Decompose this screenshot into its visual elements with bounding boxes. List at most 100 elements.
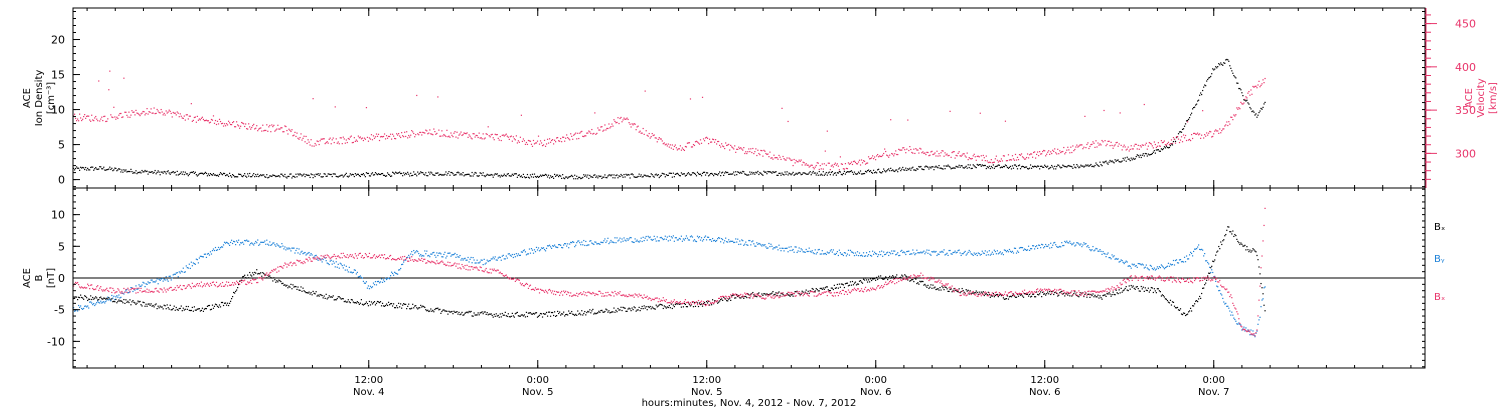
- velocity-point: [1080, 144, 1082, 146]
- bx-point: [411, 307, 413, 309]
- velocity-point: [599, 129, 601, 131]
- by-point: [1097, 250, 1099, 252]
- ion-density-point: [1189, 114, 1192, 116]
- velocity-point: [238, 125, 240, 127]
- bx-point: [140, 304, 142, 306]
- ion-density-point: [139, 171, 141, 173]
- ion-density-point: [797, 172, 799, 174]
- ion-density-point: [1027, 168, 1030, 170]
- bx-point: [278, 279, 280, 281]
- bz-point: [189, 285, 191, 288]
- ion-density-point: [401, 172, 403, 175]
- ion-density-point: [736, 174, 738, 176]
- ion-density-point: [441, 174, 443, 176]
- ion-density-point: [1061, 166, 1063, 169]
- bx-point: [531, 313, 534, 315]
- bx-point: [779, 295, 781, 297]
- by-point: [363, 282, 366, 284]
- bx-point: [580, 314, 582, 316]
- velocity-point: [357, 135, 359, 137]
- ion-density-point: [862, 173, 865, 175]
- bx-point: [710, 304, 713, 306]
- by-point: [290, 250, 292, 252]
- bx-point: [1101, 298, 1103, 300]
- ion-density-point: [153, 171, 155, 174]
- ion-density-point: [574, 174, 576, 176]
- bx-point: [262, 272, 264, 274]
- ion-density-point: [963, 167, 965, 169]
- ion-density-point: [702, 171, 705, 173]
- by-point: [651, 239, 653, 241]
- by-point: [1244, 330, 1246, 332]
- bx-point: [970, 293, 972, 295]
- ion-density-point: [163, 170, 165, 173]
- ion-density-point: [589, 174, 591, 177]
- velocity-point: [889, 154, 891, 156]
- velocity-point: [263, 130, 265, 132]
- by-point: [239, 244, 241, 246]
- bx-point: [1027, 295, 1030, 297]
- ion-density-point: [1166, 146, 1169, 149]
- bz-point: [102, 290, 104, 292]
- ion-density-point: [819, 174, 821, 176]
- ion-density-point: [747, 174, 749, 176]
- by-point: [547, 245, 550, 247]
- bx-point: [908, 276, 910, 278]
- by-point: [524, 251, 527, 253]
- bx-point: [962, 289, 964, 292]
- by-point: [984, 250, 986, 252]
- velocity-point: [173, 112, 175, 114]
- ion-density-point: [169, 173, 171, 175]
- velocity-point: [144, 114, 146, 116]
- velocity-point: [574, 133, 576, 135]
- by-point: [647, 235, 649, 237]
- bz-point: [156, 290, 158, 292]
- by-point: [1079, 244, 1081, 246]
- velocity-point: [763, 149, 765, 151]
- ion-density-point: [852, 173, 855, 175]
- by-point: [863, 255, 866, 257]
- by-point: [469, 258, 471, 260]
- velocity-point: [1187, 139, 1190, 141]
- velocity-point: [1247, 92, 1249, 94]
- bx-point: [458, 311, 460, 314]
- ion-density-point: [194, 171, 196, 173]
- velocity-point: [349, 136, 351, 138]
- by-point: [254, 242, 256, 244]
- velocity-point: [1168, 143, 1171, 146]
- velocity-point: [613, 119, 615, 121]
- bx-point: [156, 308, 158, 310]
- velocity-point: [560, 137, 562, 140]
- bx-point: [517, 315, 519, 317]
- bx-point: [1240, 242, 1242, 244]
- ion-density-point: [808, 172, 810, 174]
- bx-point: [200, 309, 202, 312]
- velocity-point: [213, 122, 216, 124]
- ion-density-point: [499, 176, 501, 178]
- velocity-point: [198, 118, 200, 120]
- ion-density-point: [117, 169, 119, 171]
- velocity-point: [780, 158, 782, 161]
- bx-point: [288, 285, 290, 287]
- bx-point: [569, 312, 571, 314]
- ion-density-point: [252, 174, 254, 176]
- bx-point: [107, 298, 109, 300]
- ion-density-point: [1010, 168, 1013, 170]
- by-point: [1218, 290, 1220, 292]
- velocity-point: [1009, 159, 1012, 161]
- bz-point: [120, 292, 122, 294]
- by-point: [755, 245, 757, 247]
- ion-density-point: [470, 175, 472, 177]
- by-point: [676, 239, 678, 241]
- ion-density-point: [200, 172, 202, 174]
- by-point: [903, 251, 905, 253]
- bx-point: [880, 275, 882, 277]
- ion-density-point: [976, 163, 978, 166]
- by-point: [498, 256, 500, 258]
- bx-point: [87, 299, 89, 302]
- ion-density-point: [1243, 99, 1245, 101]
- bz-point: [256, 281, 258, 284]
- by-point: [861, 255, 864, 257]
- velocity-point: [1042, 150, 1044, 153]
- by-point: [289, 248, 291, 250]
